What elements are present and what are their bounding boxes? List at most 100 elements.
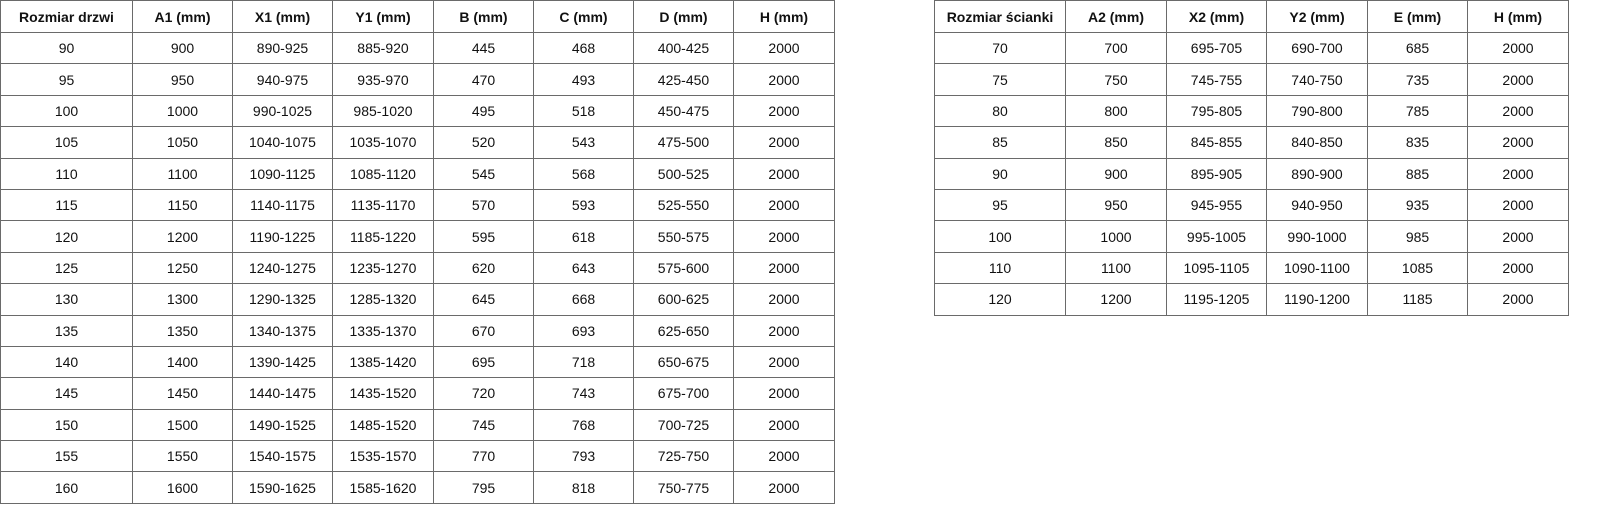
table-cell: 150 xyxy=(0,408,133,442)
table-cell: 1085-1120 xyxy=(332,157,434,190)
table-cell: 575-600 xyxy=(633,251,734,285)
table-cell: 1200 xyxy=(1065,283,1167,316)
table-row: 95 950 940-975 935-970 470 493 425-450 2000 xyxy=(0,63,835,96)
table-cell: 940-975 xyxy=(232,63,333,96)
table-cell: 550-575 xyxy=(633,220,734,253)
table-cell: 145 xyxy=(0,377,133,410)
table-cell: 493 xyxy=(533,63,634,96)
table-cell: 450-475 xyxy=(633,94,734,128)
table-cell: 745 xyxy=(433,408,534,442)
table-row: 140 1400 1390-1425 1385-1420 695 718 650-675 20… xyxy=(0,345,835,379)
table-cell: 1195-1205 xyxy=(1166,283,1267,316)
table-cell: 725-750 xyxy=(633,440,734,473)
table-cell: 543 xyxy=(533,126,634,159)
table-cell: 1490-1525 xyxy=(232,408,333,442)
table-cell: 570 xyxy=(433,188,534,222)
table-cell: 685 xyxy=(1367,31,1468,65)
table-row: 90 900 895-905 890-900 885 2000 xyxy=(934,157,1569,190)
table-cell: 1000 xyxy=(132,94,233,128)
table-cell: 1235-1270 xyxy=(332,251,434,285)
table-cell: 668 xyxy=(533,283,634,316)
table-cell: 2000 xyxy=(733,63,835,96)
table-cell: 1590-1625 xyxy=(232,471,333,504)
table-cell: 475-500 xyxy=(633,126,734,159)
table-cell: 1500 xyxy=(132,408,233,442)
table-cell: 2000 xyxy=(733,31,835,65)
table-cell: 130 xyxy=(0,283,133,316)
table-cell: 745-755 xyxy=(1166,63,1267,96)
table-cell: 1385-1420 xyxy=(332,345,434,379)
table-cell: 2000 xyxy=(733,157,835,190)
table-cell: 900 xyxy=(132,31,233,65)
header-row: Rozmiar drzwi A1 (mm) X1 (mm) Y1 (mm) B (mm)… xyxy=(0,0,835,33)
table-cell: 1095-1105 xyxy=(1166,251,1267,285)
table-cell: 1135-1170 xyxy=(332,188,434,222)
table-cell: 2000 xyxy=(733,440,835,473)
table-cell: 790-800 xyxy=(1266,94,1368,128)
table-cell: 85 xyxy=(934,126,1066,159)
table-cell: 100 xyxy=(0,94,133,128)
table-cell: 80 xyxy=(934,94,1066,128)
table-cell: 935-970 xyxy=(332,63,434,96)
door-size-table: Rozmiar drzwi A1 (mm) X1 (mm) Y1 (mm) B (mm)… xyxy=(0,0,835,504)
table-row: 90 900 890-925 885-920 445 468 400-425 2000 xyxy=(0,31,835,65)
table-cell: 470 xyxy=(433,63,534,96)
table-cell: 645 xyxy=(433,283,534,316)
table-row: 105 1050 1040-1075 1035-1070 520 543 475-500 20… xyxy=(0,126,835,159)
table-cell: 1450 xyxy=(132,377,233,410)
table-cell: 2000 xyxy=(733,314,835,347)
table-cell: 750 xyxy=(1065,63,1167,96)
table-cell: 445 xyxy=(433,31,534,65)
table-cell: 2000 xyxy=(1467,251,1569,285)
table-cell: 1185-1220 xyxy=(332,220,434,253)
table-cell: 1390-1425 xyxy=(232,345,333,379)
table-cell: 1435-1520 xyxy=(332,377,434,410)
table-cell: 1100 xyxy=(1065,251,1167,285)
table-cell: 500-525 xyxy=(633,157,734,190)
table-cell: 2000 xyxy=(1467,63,1569,96)
column-header: H (mm) xyxy=(1467,0,1569,33)
table-cell: 2000 xyxy=(733,345,835,379)
column-header: A1 (mm) xyxy=(132,0,233,33)
table-cell: 885-920 xyxy=(332,31,434,65)
column-header: A2 (mm) xyxy=(1065,0,1167,33)
table-row: 100 1000 990-1025 985-1020 495 518 450-475 2000 xyxy=(0,94,835,128)
table-cell: 595 xyxy=(433,220,534,253)
table-row: 110 1100 1090-1125 1085-1120 545 568 500-525 20… xyxy=(0,157,835,190)
table-cell: 545 xyxy=(433,157,534,190)
column-header: C (mm) xyxy=(533,0,634,33)
table-cell: 693 xyxy=(533,314,634,347)
table-cell: 2000 xyxy=(1467,283,1569,316)
column-header: H (mm) xyxy=(733,0,835,33)
column-header: Rozmiar ścianki xyxy=(934,0,1066,33)
table-cell: 950 xyxy=(132,63,233,96)
table-cell: 135 xyxy=(0,314,133,347)
column-header: X1 (mm) xyxy=(232,0,333,33)
table-cell: 2000 xyxy=(1467,31,1569,65)
table-cell: 1440-1475 xyxy=(232,377,333,410)
table-cell: 620 xyxy=(433,251,534,285)
table-cell: 2000 xyxy=(1467,188,1569,222)
table-cell: 525-550 xyxy=(633,188,734,222)
table-cell: 890-925 xyxy=(232,31,333,65)
column-header: B (mm) xyxy=(433,0,534,33)
table-cell: 518 xyxy=(533,94,634,128)
table-row: 130 1300 1290-1325 1285-1320 645 668 600-625 20… xyxy=(0,283,835,316)
table-cell: 115 xyxy=(0,188,133,222)
table-cell: 850 xyxy=(1065,126,1167,159)
table-cell: 625-650 xyxy=(633,314,734,347)
table-cell: 695-705 xyxy=(1166,31,1267,65)
table-cell: 70 xyxy=(934,31,1066,65)
table-cell: 985-1020 xyxy=(332,94,434,128)
table-cell: 593 xyxy=(533,188,634,222)
column-header: Y1 (mm) xyxy=(332,0,434,33)
table-cell: 100 xyxy=(934,220,1066,253)
table-cell: 840-850 xyxy=(1266,126,1368,159)
table-cell: 1140-1175 xyxy=(232,188,333,222)
table-cell: 935 xyxy=(1367,188,1468,222)
table-cell: 900 xyxy=(1065,157,1167,190)
table-cell: 2000 xyxy=(733,126,835,159)
table-row: 120 1200 1190-1225 1185-1220 595 618 550-575 20… xyxy=(0,220,835,253)
table-cell: 885 xyxy=(1367,157,1468,190)
table-cell: 1285-1320 xyxy=(332,283,434,316)
